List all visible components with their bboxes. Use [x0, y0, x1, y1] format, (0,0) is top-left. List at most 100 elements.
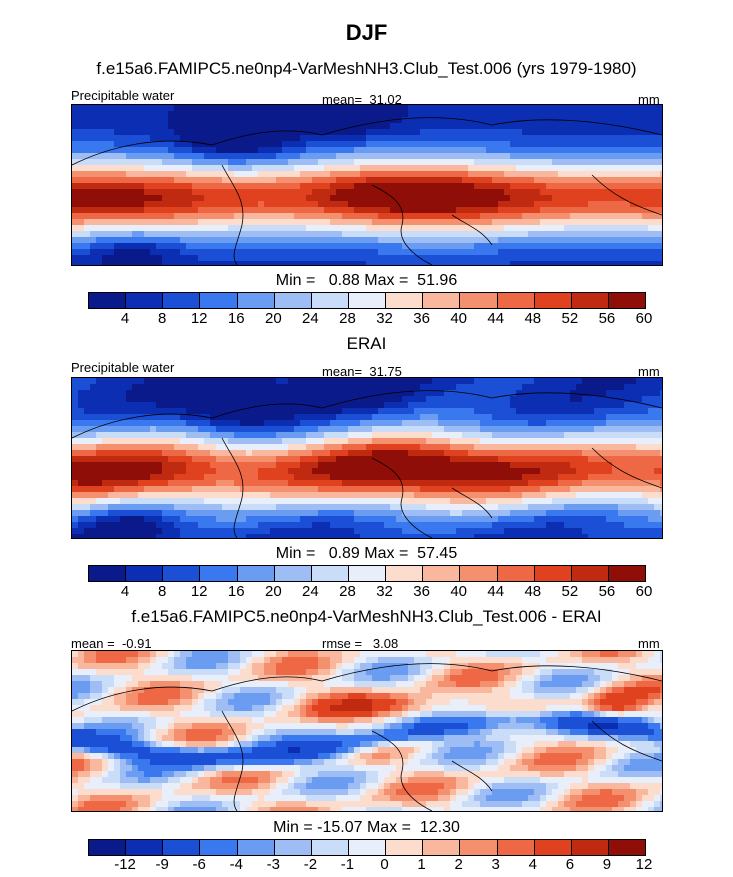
colorbar-tick-label: 48 [524, 310, 542, 327]
colorbar-tick-label: -2 [303, 856, 318, 873]
colorbar-tick-label: 36 [413, 310, 430, 327]
colorbar-tick-label: 60 [635, 310, 653, 327]
colorbar-swatch [497, 566, 535, 581]
panel-3-min-max: Min = -15.07 Max = 12.30 [273, 819, 460, 836]
colorbar-swatch [126, 293, 164, 308]
colorbar-tick-label: 0 [380, 856, 389, 873]
panel-2-map [71, 377, 663, 539]
panel-3-mean-label: mean = -0.91 [71, 636, 152, 651]
colorbar-tick-label: 40 [450, 583, 467, 600]
colorbar-swatch [237, 566, 275, 581]
colorbar-swatch [534, 293, 572, 308]
panel-3-colorbar [88, 839, 646, 856]
colorbar-tick-label: 32 [376, 310, 393, 327]
panel-2-colorbar [88, 565, 646, 582]
colorbar-tick-label: 9 [602, 856, 612, 873]
panel-3-colorbar-ticks: -12 -9 -6 -4 -3 -2 -1 0 1 2 3 4 6 9 12 [88, 856, 652, 876]
colorbar-swatch [571, 840, 609, 855]
colorbar-tick-label: 28 [339, 583, 356, 600]
panel-1-subtitle: f.e15a6.FAMIPC5.ne0np4-VarMeshNH3.Club_T… [96, 59, 637, 78]
colorbar-tick-label: 16 [227, 310, 245, 327]
colorbar-tick-label: 60 [635, 583, 653, 600]
panel-3-rmse-label: rmse = 3.08 [322, 636, 399, 651]
colorbar-swatch [497, 293, 535, 308]
colorbar-tick-label: 44 [487, 310, 505, 327]
colorbar-swatch [608, 566, 646, 581]
colorbar-swatch [200, 293, 238, 308]
panel-1-colorbar [88, 292, 646, 309]
colorbar-swatch [608, 293, 646, 308]
colorbar-swatch [348, 840, 387, 855]
panel-3-map [71, 650, 663, 812]
colorbar-swatch [534, 566, 572, 581]
colorbar-swatch [571, 293, 609, 308]
colorbar-swatch [460, 293, 498, 308]
colorbar-tick-label: 4 [120, 583, 130, 600]
colorbar-swatch [237, 293, 275, 308]
colorbar-swatch [89, 293, 127, 308]
panel-2-variable-label: Precipitable water [71, 360, 175, 375]
panel-1-mean-label: mean= 31.02 [322, 92, 402, 107]
colorbar-tick-label: 44 [487, 583, 505, 600]
panel-1-colorbar-ticks: 4 8 12 16 20 24 28 32 36 40 44 48 52 56 60 [88, 310, 652, 330]
colorbar-swatch [274, 566, 312, 581]
colorbar-tick-label: 48 [524, 583, 542, 600]
colorbar-swatch [534, 840, 572, 855]
panel-3-contour-field [72, 651, 662, 811]
colorbar-tick-label: 24 [302, 583, 319, 600]
panel-3-subtitle: f.e15a6.FAMIPC5.ne0np4-VarMeshNH3.Club_T… [131, 607, 602, 626]
colorbar-tick-label: 3 [491, 856, 500, 873]
colorbar-tick-label: -3 [266, 856, 280, 873]
colorbar-swatch [126, 840, 164, 855]
colorbar-swatch [163, 840, 201, 855]
colorbar-swatch [163, 566, 201, 581]
colorbar-swatch [311, 566, 349, 581]
colorbar-tick-label: 36 [413, 583, 430, 600]
colorbar-tick-label: 2 [454, 856, 463, 873]
colorbar-swatch [89, 566, 127, 581]
colorbar-tick-label: -1 [340, 856, 355, 873]
panel-1-units-label: mm [638, 92, 660, 107]
colorbar-swatch [311, 840, 349, 855]
panel-2-contour-field [72, 378, 662, 538]
colorbar-swatch [163, 293, 201, 308]
colorbar-tick-label: 56 [598, 583, 616, 600]
colorbar-swatch [200, 566, 238, 581]
colorbar-tick-label: 40 [450, 310, 467, 327]
colorbar-swatch [89, 840, 127, 855]
colorbar-tick-label: 52 [561, 310, 579, 327]
panel-1-min-max: Min = 0.88 Max = 51.96 [275, 272, 458, 289]
colorbar-swatch [311, 293, 349, 308]
colorbar-swatch [460, 566, 498, 581]
panel-2-subtitle: ERAI [346, 334, 387, 353]
colorbar-swatch [460, 840, 498, 855]
colorbar-tick-label: 28 [339, 310, 356, 327]
panel-2-units-label: mm [638, 364, 660, 379]
colorbar-tick-label: 4 [120, 310, 130, 327]
panel-1-map [71, 104, 663, 266]
colorbar-swatch [386, 840, 424, 855]
panel-2-min-max: Min = 0.89 Max = 57.45 [275, 545, 458, 562]
colorbar-tick-label: 20 [264, 310, 282, 327]
colorbar-swatch [423, 566, 461, 581]
colorbar-tick-label: 12 [190, 583, 208, 600]
colorbar-tick-label: 4 [528, 856, 537, 873]
figure-title: DJF [345, 20, 388, 45]
colorbar-swatch [423, 840, 461, 855]
colorbar-tick-label: -6 [192, 856, 206, 873]
panel-2-colorbar-ticks: 4 8 12 16 20 24 28 32 36 40 44 48 52 56 60 [88, 583, 652, 603]
panel-1-contour-field [72, 105, 662, 265]
panel-2-mean-label: mean= 31.75 [322, 364, 402, 379]
colorbar-swatch [200, 840, 238, 855]
panel-3-units-label: mm [638, 636, 660, 651]
colorbar-swatch [348, 566, 387, 581]
colorbar-swatch [497, 840, 535, 855]
colorbar-tick-label: -4 [229, 856, 243, 873]
colorbar-tick-label: 8 [157, 583, 167, 600]
colorbar-tick-label: 56 [598, 310, 616, 327]
colorbar-swatch [274, 840, 312, 855]
colorbar-tick-label: 32 [376, 583, 393, 600]
colorbar-tick-label: 20 [264, 583, 282, 600]
colorbar-tick-label: 1 [417, 856, 426, 873]
colorbar-tick-label: 52 [561, 583, 579, 600]
